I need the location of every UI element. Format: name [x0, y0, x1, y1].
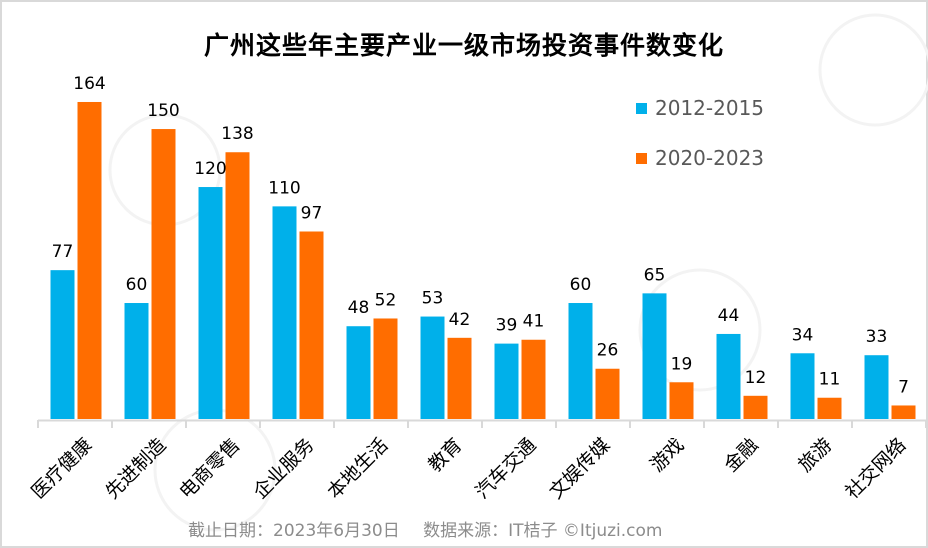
- data-label-series1: 60: [126, 275, 148, 295]
- data-label-series2: 12: [745, 368, 767, 388]
- bar-series1: [790, 353, 815, 419]
- legend: 2012-2015 2020-2023: [636, 94, 764, 194]
- legend-item-series1: 2012-2015: [636, 94, 764, 122]
- data-label-series2: 97: [301, 203, 323, 223]
- bar-series1: [494, 343, 519, 419]
- category-label: 游戏: [646, 434, 688, 476]
- cutoff-date: 截止日期：2023年6月30日: [188, 521, 400, 541]
- bar-series1: [198, 187, 223, 419]
- category-label: 社交网络: [841, 434, 910, 503]
- category-label: 汽车交通: [471, 434, 540, 503]
- chart-title: 广州这些年主要产业一级市场投资事件数变化: [203, 31, 724, 60]
- data-label-series1: 110: [268, 178, 300, 198]
- data-label-series1: 44: [718, 306, 740, 326]
- bar-series2: [521, 339, 546, 419]
- bar-series1: [420, 316, 445, 419]
- data-label-series2: 164: [73, 74, 105, 94]
- data-label-series1: 48: [348, 298, 370, 318]
- data-label-series2: 138: [221, 124, 253, 144]
- data-label-series1: 60: [570, 275, 592, 295]
- data-label-series2: 41: [523, 312, 545, 332]
- bar-series1: [568, 303, 593, 419]
- category-label: 金融: [720, 434, 762, 476]
- legend-swatch-series2: [636, 152, 647, 164]
- bar-series1: [864, 355, 889, 419]
- data-label-series2: 26: [597, 341, 619, 361]
- data-label-series1: 39: [496, 316, 518, 336]
- bar-series1: [124, 303, 149, 419]
- bar-series1: [642, 293, 667, 419]
- data-source: 数据来源：IT桔子 ©Itjuzi.com: [423, 521, 663, 541]
- data-label-series1: 34: [792, 325, 814, 345]
- category-label: 企业服务: [249, 434, 318, 503]
- data-label-series1: 77: [52, 242, 74, 262]
- data-label-series2: 19: [671, 354, 693, 374]
- data-label-series2: 7: [898, 377, 909, 397]
- data-label-series1: 53: [422, 289, 444, 309]
- bar-series2: [373, 318, 398, 419]
- data-label-series2: 52: [375, 290, 397, 310]
- legend-label: 2012-2015: [655, 96, 765, 120]
- category-label: 教育: [424, 434, 466, 476]
- footer: 截止日期：2023年6月30日 数据来源：IT桔子 ©Itjuzi.com: [188, 516, 680, 541]
- legend-label: 2020-2023: [655, 146, 765, 170]
- bar-series2: [669, 382, 694, 419]
- category-label: 旅游: [794, 434, 836, 476]
- bar-series1: [50, 270, 75, 419]
- category-label: 电商零售: [175, 434, 244, 503]
- bar-series2: [225, 152, 250, 419]
- category-label: 本地生活: [323, 434, 392, 503]
- bar-series2: [817, 397, 842, 419]
- data-label-series1: 65: [644, 265, 666, 285]
- bar-series2: [151, 129, 176, 420]
- bar-series1: [272, 206, 297, 419]
- data-label-series2: 11: [819, 370, 841, 390]
- data-label-series2: 150: [147, 101, 179, 121]
- legend-item-series2: 2020-2023: [636, 144, 764, 172]
- bar-series2: [299, 231, 324, 419]
- bar-series2: [447, 337, 472, 419]
- category-label: 文娱传媒: [545, 434, 614, 503]
- category-label: 医疗健康: [27, 434, 96, 503]
- legend-swatch-series1: [636, 102, 647, 114]
- bar-series2: [891, 405, 916, 419]
- bar-series1: [716, 333, 741, 419]
- bar-series2: [595, 368, 620, 419]
- data-label-series2: 42: [449, 310, 471, 330]
- bar-series1: [346, 326, 371, 419]
- bar-series2: [77, 101, 102, 419]
- data-label-series1: 33: [866, 327, 888, 347]
- bar-series2: [743, 395, 768, 419]
- data-label-series1: 120: [194, 159, 226, 179]
